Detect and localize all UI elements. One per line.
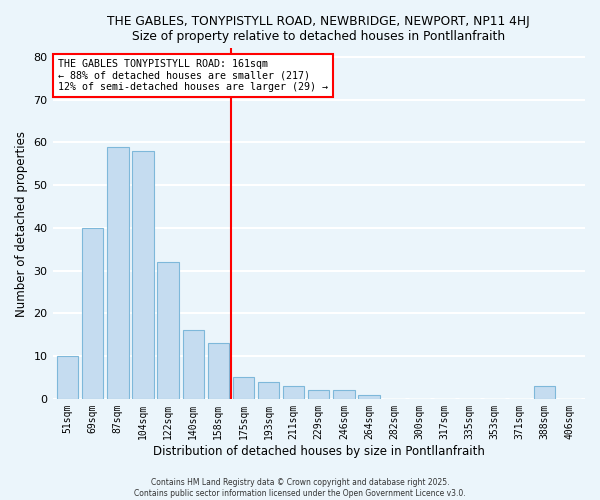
Bar (157, 262, 179, 399)
Bar (233, 378, 254, 399)
Bar (333, 390, 355, 399)
Bar (358, 394, 380, 399)
Bar (283, 386, 304, 399)
Text: Contains HM Land Registry data © Crown copyright and database right 2025.
Contai: Contains HM Land Registry data © Crown c… (134, 478, 466, 498)
Bar (132, 151, 154, 399)
Bar (534, 386, 556, 399)
Bar (107, 146, 128, 399)
Bar (82, 228, 103, 399)
Text: THE GABLES TONYPISTYLL ROAD: 161sqm
← 88% of detached houses are smaller (217)
1: THE GABLES TONYPISTYLL ROAD: 161sqm ← 88… (58, 59, 328, 92)
Bar (308, 390, 329, 399)
Bar (258, 382, 279, 399)
Y-axis label: Number of detached properties: Number of detached properties (15, 130, 28, 316)
Title: THE GABLES, TONYPISTYLL ROAD, NEWBRIDGE, NEWPORT, NP11 4HJ
Size of property rela: THE GABLES, TONYPISTYLL ROAD, NEWBRIDGE,… (107, 15, 530, 43)
X-axis label: Distribution of detached houses by size in Pontllanfraith: Distribution of detached houses by size … (153, 444, 485, 458)
Bar (57, 356, 78, 399)
Bar (208, 344, 229, 399)
Bar (182, 330, 204, 399)
